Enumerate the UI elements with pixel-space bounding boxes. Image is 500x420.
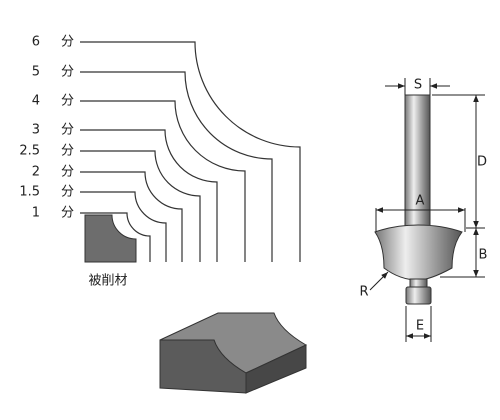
profile-line <box>80 71 273 262</box>
dim-r: R <box>359 285 368 300</box>
profile-unit: 分 <box>61 144 74 159</box>
dim-d: D <box>477 155 487 170</box>
profile-line <box>80 41 301 262</box>
profile-line <box>80 171 183 262</box>
workpiece-sample <box>84 214 137 263</box>
workpiece-3d <box>159 312 308 394</box>
profile-line <box>80 191 167 262</box>
profile-unit: 分 <box>61 94 74 109</box>
dim-b: B <box>479 248 488 263</box>
profile-size: 6 <box>32 35 40 50</box>
profile-size: 5 <box>32 65 40 80</box>
dim-e: E <box>416 319 424 334</box>
profile-unit: 分 <box>61 65 74 80</box>
profile-size: 1 <box>32 206 40 221</box>
profile-unit: 分 <box>61 206 74 221</box>
workpiece-label: 被削材 <box>88 274 127 289</box>
profile-size: 1.5 <box>19 185 40 200</box>
profile-line <box>80 150 201 262</box>
profile-unit: 分 <box>61 35 74 50</box>
dim-a: A <box>416 194 425 209</box>
profile-size: 2 <box>32 165 40 180</box>
dimension-lines <box>369 78 485 342</box>
profile-size: 3 <box>32 123 40 138</box>
profile-group: 6 分 5 分 4 分 3 分 2.5 分 2 分 1.5 分 1 分 <box>19 35 301 262</box>
profile-line <box>80 129 218 262</box>
profile-size: 2.5 <box>19 144 40 159</box>
dim-s: S <box>414 78 422 93</box>
profile-line <box>80 100 246 262</box>
profile-unit: 分 <box>61 185 74 200</box>
profile-unit: 分 <box>61 123 74 138</box>
profile-line <box>80 212 151 262</box>
profile-unit: 分 <box>61 165 74 180</box>
profile-size: 4 <box>32 94 40 109</box>
